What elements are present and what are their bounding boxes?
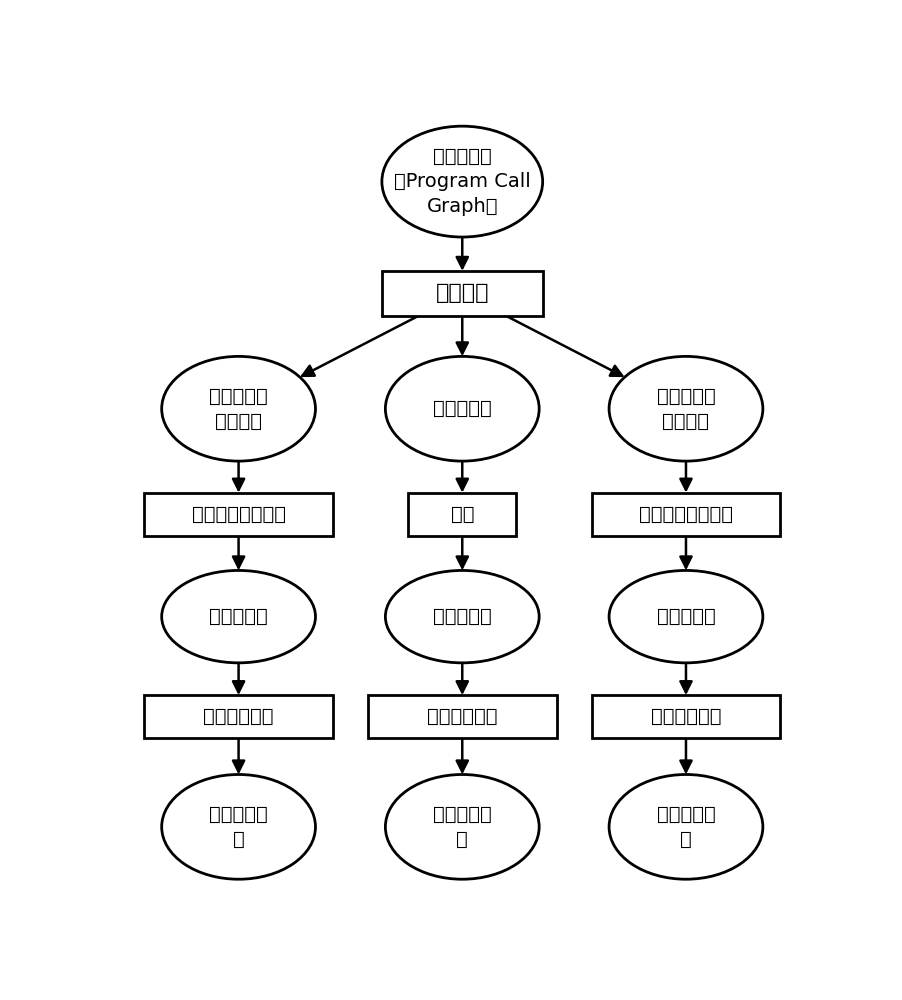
Text: 数据并行区
域: 数据并行区 域 — [433, 805, 492, 849]
Text: 可执行文件: 可执行文件 — [433, 607, 492, 626]
Text: 任务并行分析: 任务并行分析 — [650, 707, 722, 726]
Bar — [368, 695, 557, 738]
Text: 人工分析: 人工分析 — [436, 283, 489, 303]
Text: 数据并行分析: 数据并行分析 — [427, 707, 498, 726]
Text: 修改源文件及编译: 修改源文件及编译 — [639, 505, 733, 524]
Text: 可执行文件: 可执行文件 — [209, 607, 268, 626]
Bar — [592, 695, 780, 738]
Text: 可能的任务
并行区域: 可能的任务 并行区域 — [657, 387, 715, 431]
Ellipse shape — [385, 570, 539, 663]
Text: 可执行文件: 可执行文件 — [657, 607, 715, 626]
Ellipse shape — [385, 774, 539, 879]
Bar — [144, 695, 333, 738]
Ellipse shape — [609, 570, 763, 663]
Text: 可能的流水
并行区域: 可能的流水 并行区域 — [209, 387, 268, 431]
Bar — [144, 493, 333, 536]
Ellipse shape — [385, 356, 539, 461]
Ellipse shape — [161, 774, 316, 879]
Ellipse shape — [609, 356, 763, 461]
Ellipse shape — [382, 126, 543, 237]
Text: 流水并行区
域: 流水并行区 域 — [209, 805, 268, 849]
Ellipse shape — [609, 774, 763, 879]
Bar — [408, 493, 517, 536]
Text: 流水并行分析: 流水并行分析 — [203, 707, 274, 726]
Text: 源文件集合: 源文件集合 — [433, 399, 492, 418]
Text: 编译: 编译 — [450, 505, 474, 524]
Bar — [592, 493, 780, 536]
Text: 修改源文件及编译: 修改源文件及编译 — [191, 505, 286, 524]
Ellipse shape — [161, 570, 316, 663]
Bar — [382, 271, 543, 316]
Text: 任务并行区
域: 任务并行区 域 — [657, 805, 715, 849]
Text: 程序调用图
（Program Call
Graph）: 程序调用图 （Program Call Graph） — [394, 147, 530, 216]
Ellipse shape — [161, 356, 316, 461]
